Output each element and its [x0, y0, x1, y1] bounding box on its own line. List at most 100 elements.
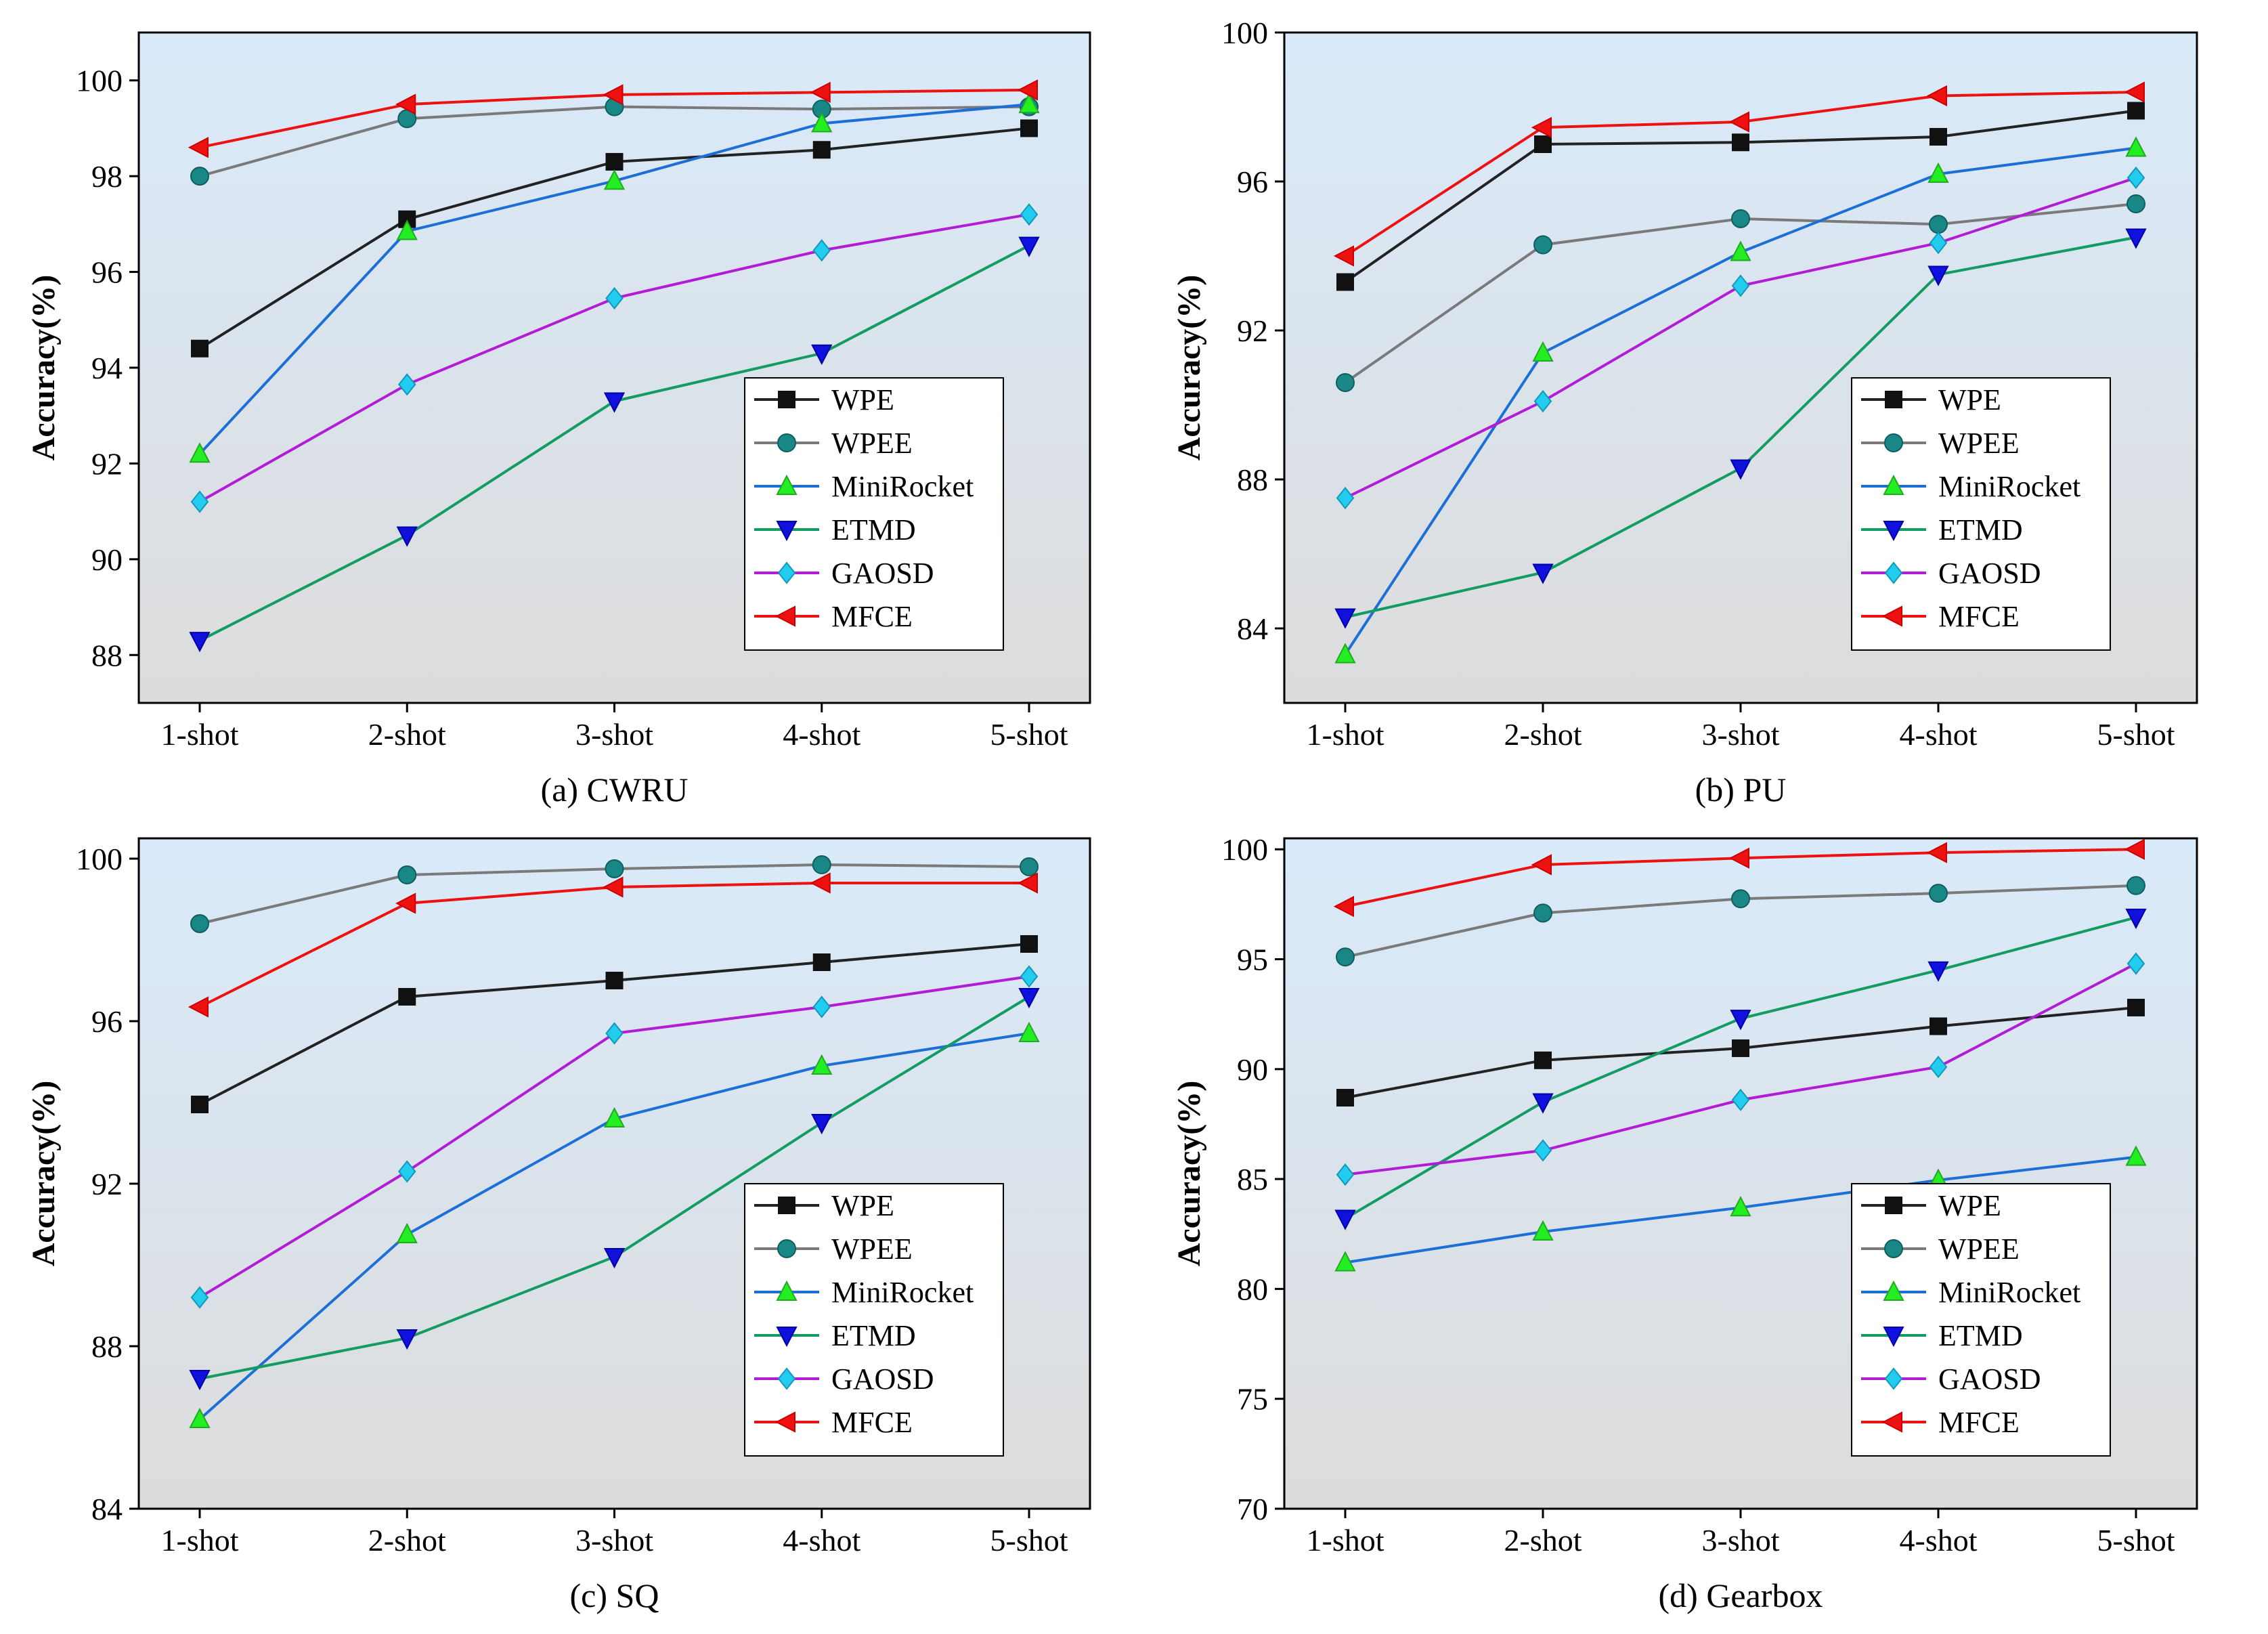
x-tick-label: 2-shot	[1504, 717, 1582, 752]
y-tick-label: 92	[91, 446, 123, 481]
data-point-wpe	[812, 141, 831, 159]
data-point-mfce	[188, 996, 209, 1018]
legend-label-minirocket: MiniRocket	[1938, 1276, 2080, 1309]
legend-marker-mfce	[1881, 605, 1902, 627]
data-point-mfce	[1728, 847, 1749, 869]
data-point-wpe	[605, 972, 624, 989]
data-point-etmd	[1334, 1209, 1356, 1230]
data-point-wpe	[812, 953, 831, 971]
data-point-etmd	[1532, 563, 1554, 584]
data-point-minirocket	[1334, 643, 1356, 664]
legend-label-mfce: MFCE	[831, 600, 913, 633]
y-tick-label: 75	[1237, 1382, 1268, 1417]
data-point-wpee	[1929, 215, 1948, 234]
series-mfce	[1333, 81, 2145, 267]
legend-marker-etmd	[776, 521, 798, 542]
series-minirocket	[1334, 136, 2147, 664]
data-point-minirocket	[1018, 1021, 1040, 1042]
legend-label-minirocket: MiniRocket	[831, 1276, 974, 1309]
series-minirocket	[189, 92, 1040, 463]
data-point-gaosd	[397, 1160, 416, 1183]
data-point-minirocket	[603, 169, 626, 190]
x-tick-label: 1-shot	[1307, 1523, 1384, 1557]
data-point-mfce	[603, 84, 624, 106]
data-point-etmd	[1334, 608, 1356, 629]
x-tick-label: 3-shot	[575, 1523, 653, 1557]
y-tick-label: 98	[91, 159, 123, 194]
legend-label-wpee: WPEE	[1938, 427, 2020, 460]
data-point-mfce	[1728, 111, 1749, 133]
x-tick-label: 3-shot	[575, 717, 653, 752]
data-point-gaosd	[1929, 1055, 1948, 1079]
data-point-etmd	[1730, 459, 1751, 480]
data-point-wpe	[1534, 135, 1552, 153]
series-wpe	[191, 935, 1038, 1113]
legend: WPE WPEE MiniRocket ETMD GAOSD MFCE	[1851, 1183, 2111, 1457]
legend-label-etmd: ETMD	[1938, 513, 2023, 546]
data-point-wpe	[1020, 119, 1038, 137]
data-point-etmd	[396, 526, 418, 547]
chart-caption: (d) Gearbox	[1659, 1576, 1823, 1614]
legend-label-mfce: MFCE	[831, 1406, 913, 1439]
data-point-wpee	[397, 865, 417, 884]
data-point-mfce	[603, 876, 624, 898]
legend-label-gaosd: GAOSD	[1938, 557, 2041, 590]
y-tick-label: 70	[1237, 1492, 1268, 1526]
data-point-wpee	[1533, 235, 1552, 255]
legend-box	[744, 377, 1004, 651]
data-point-gaosd	[605, 286, 624, 310]
legend-label-wpe: WPE	[1938, 383, 2001, 416]
series-wpee	[1336, 194, 2145, 392]
data-point-minirocket	[189, 1407, 211, 1428]
plot-frame	[1283, 837, 2198, 1510]
data-point-gaosd	[1533, 389, 1552, 413]
legend-marker-wpe	[778, 391, 795, 408]
y-tick-label: 96	[1237, 165, 1268, 199]
data-point-wpe	[1534, 1051, 1552, 1069]
data-point-etmd	[189, 632, 211, 653]
legend-label-gaosd: GAOSD	[1938, 1362, 2041, 1396]
x-tick-label: 4-shot	[1900, 717, 1978, 752]
data-point-etmd	[1532, 1093, 1554, 1114]
data-point-gaosd	[2127, 952, 2145, 975]
series-minirocket	[189, 1021, 1040, 1428]
data-point-wpee	[605, 859, 624, 878]
series-wpe	[1336, 998, 2145, 1107]
legend-label-wpe: WPE	[831, 1189, 894, 1222]
legend-box	[1851, 1183, 2111, 1457]
plot-frame	[137, 837, 1091, 1510]
data-point-mfce	[2124, 838, 2145, 860]
series-etmd	[189, 988, 1040, 1391]
chart-panel-4: 1-shot 2-shot 3-shot 4-shot 5-shot 70 75 80 85 90…	[1171, 832, 2198, 1614]
data-point-etmd	[1018, 988, 1040, 1009]
data-point-wpee	[1336, 373, 1355, 392]
legend-marker-mfce	[1881, 1411, 1902, 1433]
data-point-gaosd	[812, 995, 831, 1018]
data-point-wpee	[1731, 889, 1750, 909]
data-point-mfce	[1926, 842, 1947, 863]
legend: WPE WPEE MiniRocket ETMD GAOSD MFCE	[1851, 377, 2111, 651]
chart-caption: (a) CWRU	[541, 771, 689, 809]
data-point-wpe	[1732, 1039, 1749, 1057]
data-point-gaosd	[812, 239, 831, 262]
legend-marker-gaosd	[1884, 1367, 1903, 1390]
series-mfce	[188, 79, 1038, 158]
data-point-etmd	[396, 1329, 418, 1350]
y-tick-label: 100	[76, 64, 123, 98]
data-point-etmd	[1730, 1010, 1751, 1031]
data-point-minirocket	[811, 112, 833, 133]
data-point-wpe	[1929, 128, 1947, 146]
series-wpee	[190, 855, 1039, 933]
data-point-wpee	[1020, 857, 1039, 876]
data-point-wpe	[1929, 1017, 1947, 1035]
data-point-minirocket	[811, 1054, 833, 1075]
legend-label-etmd: ETMD	[1938, 1319, 2023, 1352]
data-point-minirocket	[189, 442, 211, 463]
data-point-wpee	[190, 914, 209, 933]
data-point-gaosd	[2127, 166, 2145, 190]
legend-label-etmd: ETMD	[831, 1319, 916, 1352]
data-point-gaosd	[1020, 203, 1039, 226]
data-point-mfce	[810, 872, 831, 894]
plot-frame	[1283, 31, 2198, 704]
data-point-wpe	[1336, 1089, 1354, 1107]
